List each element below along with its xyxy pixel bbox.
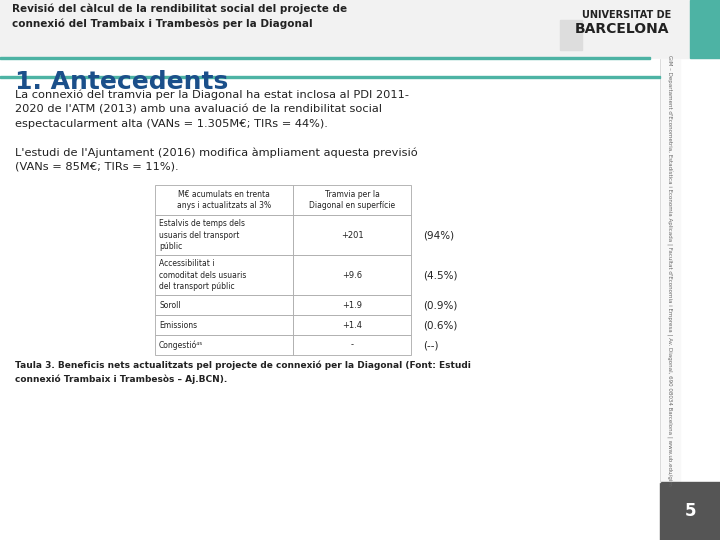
Bar xyxy=(293,255,411,295)
Bar xyxy=(0,76,660,78)
Text: UNIVERSITAT DE: UNIVERSITAT DE xyxy=(582,10,671,20)
Bar xyxy=(293,215,411,255)
Bar xyxy=(293,185,411,215)
Bar xyxy=(155,185,293,215)
Text: (--): (--) xyxy=(423,340,438,350)
Text: BARCELONA: BARCELONA xyxy=(575,22,670,36)
Bar xyxy=(155,215,293,255)
Text: +9.6: +9.6 xyxy=(342,271,362,280)
Bar xyxy=(0,0,720,58)
Text: M€ acumulats en trenta
anys i actualitzats al 3%: M€ acumulats en trenta anys i actualitza… xyxy=(177,190,271,211)
Text: Estalvis de temps dels
usuaris del transport
públic: Estalvis de temps dels usuaris del trans… xyxy=(159,219,245,251)
Text: Congestió⁴⁵: Congestió⁴⁵ xyxy=(159,340,203,350)
Text: Revisió del càlcul de la rendibilitat social del projecte de
connexió del Tramba: Revisió del càlcul de la rendibilitat so… xyxy=(12,4,347,29)
Text: La connexió del tramvia per la Diagonal ha estat inclosa al PDI 2011-
2020 de l': La connexió del tramvia per la Diagonal … xyxy=(15,90,409,129)
Bar xyxy=(293,335,411,355)
Bar xyxy=(155,335,293,355)
Text: Taula 3. Beneficis nets actualitzats pel projecte de connexió per la Diagonal (F: Taula 3. Beneficis nets actualitzats pel… xyxy=(15,361,471,384)
Text: -: - xyxy=(351,341,354,349)
Text: (0.6%): (0.6%) xyxy=(423,320,457,330)
Text: Tramvia per la
Diagonal en superfície: Tramvia per la Diagonal en superfície xyxy=(309,190,395,211)
Text: Soroll: Soroll xyxy=(159,300,181,309)
Text: +201: +201 xyxy=(341,231,364,240)
Bar xyxy=(293,295,411,315)
Text: +1.4: +1.4 xyxy=(342,321,362,329)
Bar xyxy=(155,295,293,315)
Text: 1. Antecedents: 1. Antecedents xyxy=(15,70,228,94)
Text: (4.5%): (4.5%) xyxy=(423,270,457,280)
Bar xyxy=(155,255,293,295)
Text: GiM – Departament d'Econometria, Estadística i Economia Aplicada | Facultat d'Ec: GiM – Departament d'Econometria, Estadís… xyxy=(666,55,672,485)
Bar xyxy=(660,59,680,482)
Bar xyxy=(560,20,582,50)
Bar xyxy=(690,0,720,58)
Text: +1.9: +1.9 xyxy=(342,300,362,309)
Text: (0.9%): (0.9%) xyxy=(423,300,457,310)
Bar xyxy=(660,482,720,540)
Text: L'estudi de l'Ajuntament (2016) modifica àmpliament aquesta previsió
(VANs = 85M: L'estudi de l'Ajuntament (2016) modifica… xyxy=(15,147,418,172)
Bar xyxy=(155,315,293,335)
Text: 5: 5 xyxy=(684,502,696,520)
Bar xyxy=(0,59,660,482)
Bar xyxy=(293,315,411,335)
Text: Emissions: Emissions xyxy=(159,321,197,329)
Bar xyxy=(0,57,650,59)
Text: Accessibilitat i
comoditat dels usuaris
del transport públic: Accessibilitat i comoditat dels usuaris … xyxy=(159,259,246,291)
Text: (94%): (94%) xyxy=(423,230,454,240)
